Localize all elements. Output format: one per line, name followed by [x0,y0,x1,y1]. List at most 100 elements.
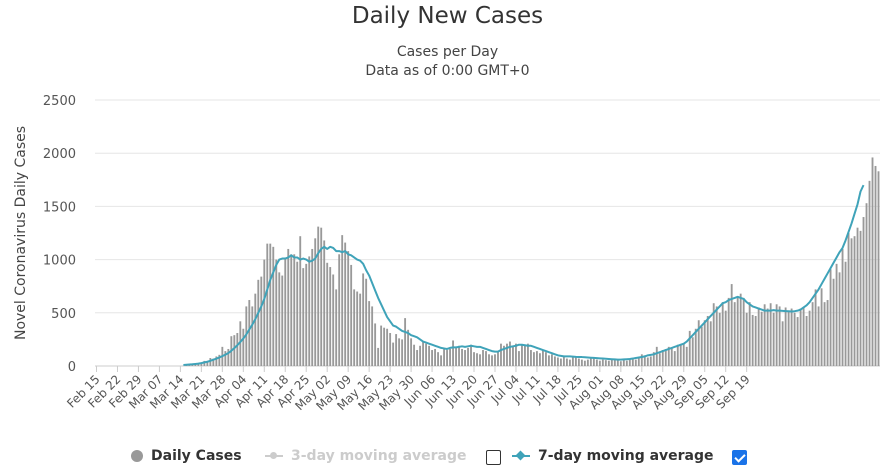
bar-daily-cases[interactable] [296,261,299,366]
bar-daily-cases[interactable] [206,361,209,366]
bar-daily-cases[interactable] [359,293,362,366]
bar-daily-cases[interactable] [314,238,317,366]
bar-daily-cases[interactable] [793,312,796,366]
bar-daily-cases[interactable] [589,357,592,366]
bar-daily-cases[interactable] [712,303,715,366]
bar-daily-cases[interactable] [805,315,808,366]
bar-daily-cases[interactable] [356,291,359,366]
bar-daily-cases[interactable] [410,338,413,366]
bar-daily-cases[interactable] [518,351,520,366]
bar-daily-cases[interactable] [251,306,254,366]
bar-daily-cases[interactable] [224,351,227,366]
bar-daily-cases[interactable] [769,303,772,366]
bar-daily-cases[interactable] [676,344,679,366]
bar-daily-cases[interactable] [553,356,556,366]
bar-daily-cases[interactable] [811,302,814,366]
bar-daily-cases[interactable] [209,358,212,366]
bar-daily-cases[interactable] [350,264,353,366]
bar-daily-cases[interactable] [281,275,284,366]
bar-daily-cases[interactable] [799,308,802,366]
bar-daily-cases[interactable] [539,353,541,366]
bar-daily-cases[interactable] [503,345,505,366]
bar-daily-cases[interactable] [365,278,368,366]
bar-daily-cases[interactable] [838,272,841,366]
bar-daily-cases[interactable] [706,315,709,366]
bar-daily-cases[interactable] [302,268,305,366]
bar-daily-cases[interactable] [613,359,616,366]
bar-daily-cases[interactable] [482,350,484,366]
bar-daily-cases[interactable] [658,353,661,366]
bar-daily-cases[interactable] [835,263,838,366]
bar-daily-cases[interactable] [748,302,751,366]
bar-daily-cases[interactable] [458,345,460,366]
bar-daily-cases[interactable] [479,354,481,366]
bar-daily-cases[interactable] [688,330,691,366]
bar-daily-cases[interactable] [754,315,757,366]
bar-daily-cases[interactable] [308,256,311,366]
bar-daily-cases[interactable] [796,317,799,366]
bar-daily-cases[interactable] [386,328,389,366]
bar-daily-cases[interactable] [341,235,344,366]
bar-daily-cases[interactable] [239,321,242,366]
bar-daily-cases[interactable] [317,226,320,366]
line-series-7-day-average[interactable] [183,184,865,366]
bar-daily-cases[interactable] [787,311,790,366]
bar-daily-cases[interactable] [709,321,712,366]
bar-daily-cases[interactable] [527,343,529,366]
bar-daily-cases[interactable] [859,230,862,366]
bar-daily-cases[interactable] [185,365,188,366]
bar-daily-cases[interactable] [476,353,478,366]
bar-daily-cases[interactable] [616,360,619,366]
bar-daily-cases[interactable] [847,233,850,366]
bar-daily-cases[interactable] [808,310,811,366]
bar-daily-cases[interactable] [772,312,775,366]
bar-daily-cases[interactable] [685,346,688,366]
bar-daily-cases[interactable] [751,314,754,366]
bar-daily-cases[interactable] [521,344,523,366]
bar-daily-cases[interactable] [742,297,745,366]
bar-daily-cases[interactable] [853,236,856,366]
bar-daily-cases[interactable] [715,306,718,366]
bar-daily-cases[interactable] [766,308,769,366]
bar-daily-cases[interactable] [473,352,475,366]
bar-daily-cases[interactable] [745,312,748,366]
bar-daily-cases[interactable] [832,278,835,366]
bar-daily-cases[interactable] [407,329,410,366]
bar-daily-cases[interactable] [335,289,338,366]
bar-daily-cases[interactable] [464,350,466,366]
bar-daily-cases[interactable] [646,357,649,366]
legend-item-3-day-average[interactable]: 3-day moving average [265,445,467,467]
bar-daily-cases[interactable] [485,351,487,366]
bar-daily-cases[interactable] [778,306,781,366]
bar-daily-cases[interactable] [700,326,703,366]
bar-daily-cases[interactable] [586,359,589,366]
bar-daily-cases[interactable] [524,345,526,366]
bar-daily-cases[interactable] [679,344,682,366]
bar-daily-cases[interactable] [227,348,230,366]
line-7-day-moving-average[interactable] [183,184,865,366]
bar-daily-cases[interactable] [643,355,646,366]
bar-daily-cases[interactable] [868,180,871,366]
bar-daily-cases[interactable] [619,361,622,366]
bar-daily-cases[interactable] [425,343,428,366]
bar-daily-cases[interactable] [305,263,308,366]
bar-daily-cases[interactable] [802,307,805,366]
bar-daily-cases[interactable] [703,320,706,366]
bar-daily-cases[interactable] [467,347,469,366]
bar-daily-cases[interactable] [338,254,341,366]
bar-daily-cases[interactable] [368,301,371,366]
bar-daily-cases[interactable] [437,352,439,366]
bar-daily-cases[interactable] [404,318,407,366]
bar-daily-cases[interactable] [500,343,502,366]
bar-daily-cases[interactable] [559,358,562,366]
bar-daily-cases[interactable] [670,347,673,366]
bar-daily-cases[interactable] [515,343,517,366]
bar-daily-cases[interactable] [431,350,433,366]
bar-daily-cases[interactable] [413,344,416,366]
bar-daily-cases[interactable] [236,333,239,366]
bar-daily-cases[interactable] [697,320,700,366]
bar-daily-cases[interactable] [212,358,215,366]
bar-daily-cases[interactable] [470,344,472,366]
bar-daily-cases[interactable] [398,338,401,366]
bar-daily-cases[interactable] [601,359,604,366]
